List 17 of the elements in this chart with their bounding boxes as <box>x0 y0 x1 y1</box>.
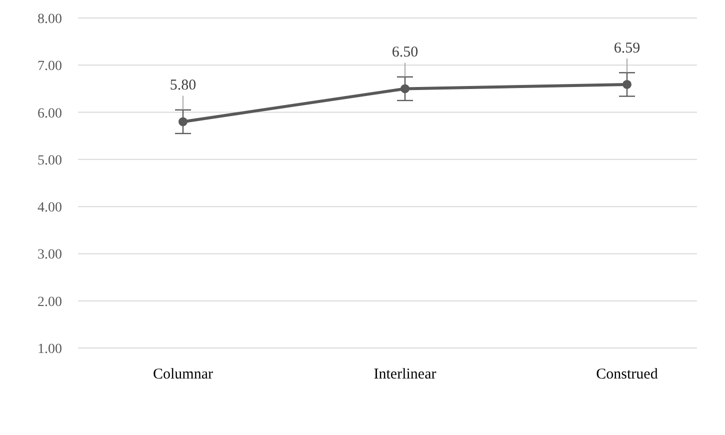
x-tick-label: Construed <box>596 366 658 383</box>
point <box>400 84 410 94</box>
data-label: 5.80 <box>170 78 196 94</box>
data-label: 6.50 <box>392 44 418 61</box>
y-tick-label: 4.00 <box>38 200 62 216</box>
point <box>622 80 632 89</box>
y-tick-label: 1.00 <box>38 342 62 357</box>
point <box>178 117 188 126</box>
y-tick-label: 7.00 <box>38 59 62 74</box>
x-tick-label: Interlinear <box>374 366 436 383</box>
y-tick-label: 3.00 <box>38 248 62 263</box>
x-tick-label: Columnar <box>153 366 213 383</box>
data-label: 6.59 <box>614 40 640 56</box>
y-tick-label: 8.00 <box>38 12 62 27</box>
y-tick-label: 2.00 <box>38 294 62 310</box>
y-tick-label: 5.00 <box>38 153 62 168</box>
y-tick-label: 6.00 <box>38 106 62 122</box>
